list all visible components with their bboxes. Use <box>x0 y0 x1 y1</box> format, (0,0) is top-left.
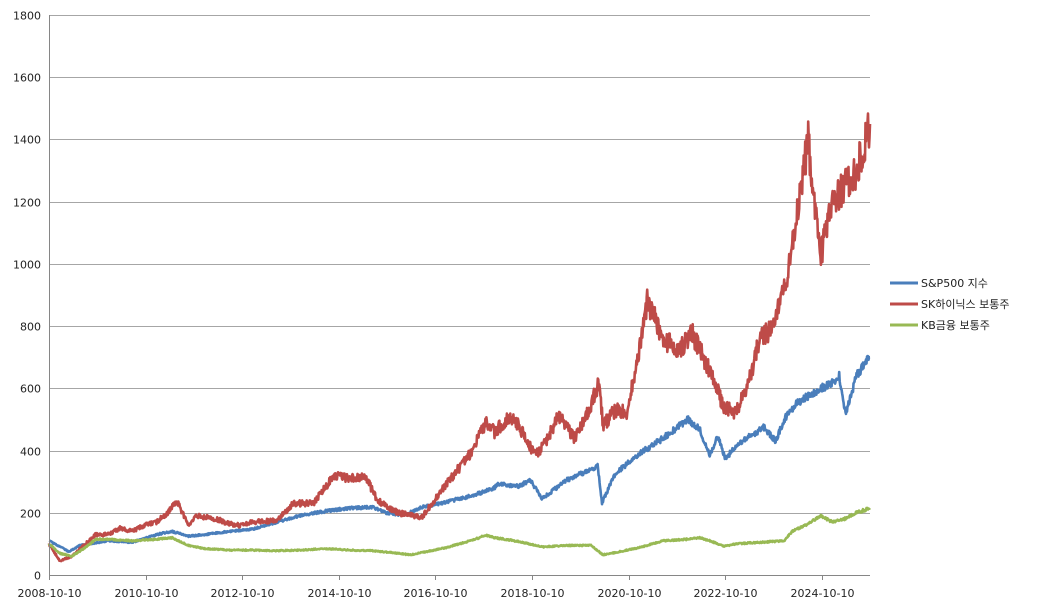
y-tick-label: 1800 <box>13 10 41 23</box>
legend: S&P500 지수 SK하이닉스 보통주 KB금융 보통주 <box>890 277 1010 332</box>
series-line-1 <box>47 112 872 563</box>
x-tick-label: 2020-10-10 <box>598 587 662 600</box>
legend-label-1: SK하이닉스 보통주 <box>921 297 1010 311</box>
axes: 0 200 400 600 800 1000 1200 1400 1600 1800 2008-10… <box>13 10 870 600</box>
y-tick-label: 400 <box>20 446 41 459</box>
y-tick-label: 800 <box>20 321 41 334</box>
y-tick-label: 1400 <box>13 134 41 147</box>
y-tick-label: 1000 <box>13 259 41 272</box>
x-tick-label: 2010-10-10 <box>115 587 179 600</box>
x-tick-label: 2012-10-10 <box>211 587 275 600</box>
series-line-2 <box>47 506 871 558</box>
y-tick-label: 0 <box>34 570 41 583</box>
y-tick-label: 200 <box>20 508 41 521</box>
x-tick-label: 2018-10-10 <box>501 587 565 600</box>
y-tick-label: 1200 <box>13 197 41 210</box>
grid-lines <box>49 15 870 514</box>
legend-label-0: S&P500 지수 <box>921 277 988 290</box>
series-line-0 <box>48 354 871 553</box>
series-lines <box>47 112 872 563</box>
legend-label-2: KB금융 보통주 <box>921 319 990 332</box>
x-tick-label: 2024-10-10 <box>791 587 855 600</box>
x-tick-label: 2016-10-10 <box>404 587 468 600</box>
x-tick-label: 2022-10-10 <box>694 587 758 600</box>
y-tick-label: 1600 <box>13 72 41 85</box>
x-tick-label: 2008-10-10 <box>18 587 82 600</box>
y-tick-label: 600 <box>20 383 41 396</box>
x-tick-label: 2014-10-10 <box>308 587 372 600</box>
